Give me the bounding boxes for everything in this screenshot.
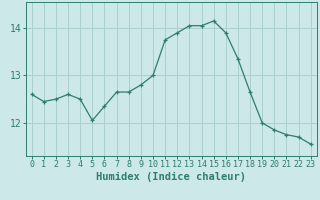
X-axis label: Humidex (Indice chaleur): Humidex (Indice chaleur) (96, 172, 246, 182)
